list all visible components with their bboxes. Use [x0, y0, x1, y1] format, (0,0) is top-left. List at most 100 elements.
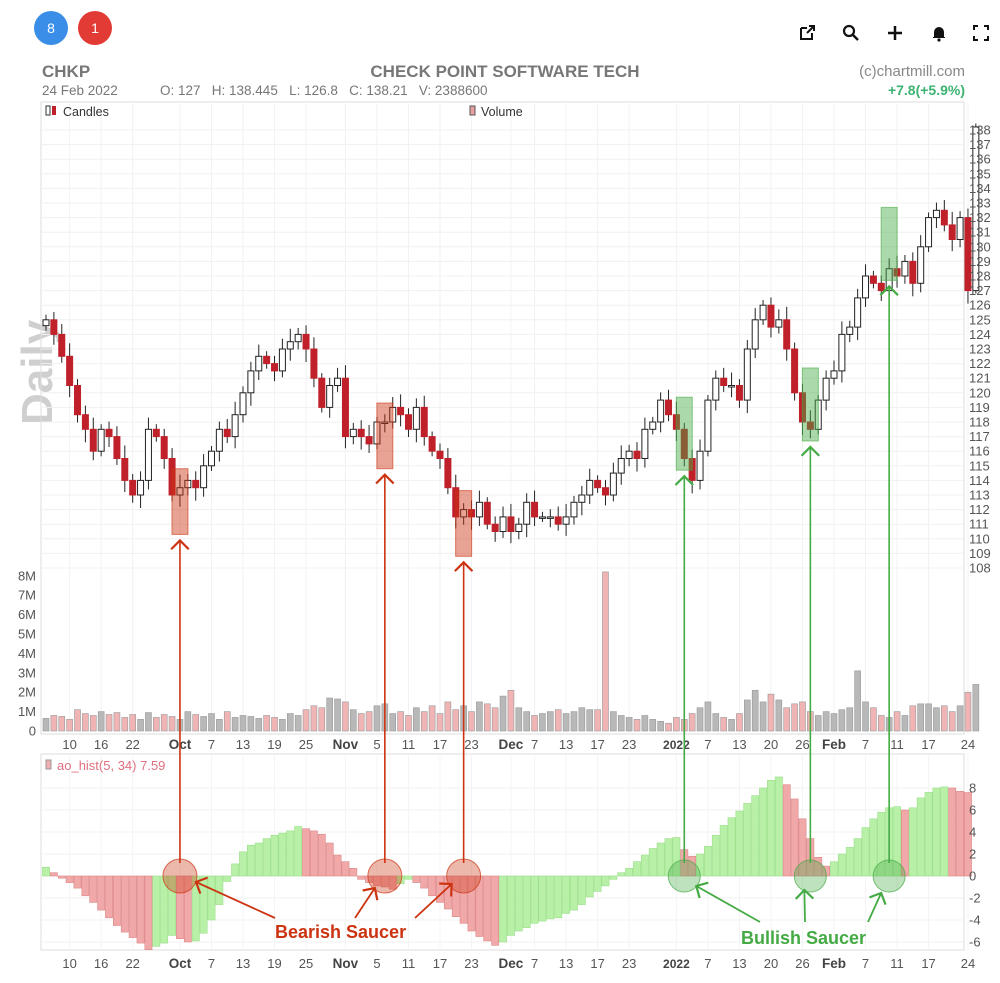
candle — [160, 436, 168, 460]
volume-bar — [767, 693, 775, 732]
candle — [846, 326, 854, 335]
ao-bar — [546, 875, 555, 920]
volume-bar — [302, 709, 310, 732]
candle — [397, 406, 405, 416]
ao-bar — [246, 844, 255, 877]
x-tick: 7 — [862, 956, 869, 971]
volume-bar — [909, 705, 917, 732]
ao-bar — [759, 787, 767, 877]
candle — [318, 377, 326, 408]
candle — [499, 516, 507, 533]
ao-bar — [199, 875, 208, 934]
x-tick: 20 — [764, 956, 778, 971]
price-tick: 117 — [969, 429, 990, 444]
x-tick: Oct — [169, 956, 192, 971]
ao-bar — [940, 786, 949, 877]
candle — [74, 385, 82, 416]
x-tick: 5 — [373, 737, 380, 752]
volume-bar — [342, 701, 349, 732]
volume-bar — [200, 716, 207, 732]
candle — [310, 348, 318, 379]
x-tick: 10 — [62, 956, 76, 971]
x-tick: 19 — [267, 737, 281, 752]
ao-bar — [609, 875, 618, 880]
volume-bar — [783, 707, 791, 732]
volume-bar — [594, 709, 601, 732]
bell-icon — [933, 27, 945, 42]
ao-bar — [711, 834, 720, 877]
candle — [121, 458, 129, 481]
candle — [515, 523, 523, 533]
candle — [420, 406, 428, 438]
ao-histogram — [42, 776, 972, 950]
label-pointer — [354, 886, 379, 919]
alert-button[interactable] — [928, 22, 950, 44]
x-tick: 25 — [299, 737, 313, 752]
notification-badge-blue[interactable]: 8 — [34, 11, 68, 45]
ao-bar — [916, 797, 925, 877]
volume-bar — [160, 714, 168, 732]
ao-bar — [814, 856, 823, 877]
volume-tick: 1M — [18, 704, 36, 719]
volume-bar — [657, 720, 664, 732]
ao-bar — [459, 875, 468, 924]
volume-bar — [925, 703, 932, 732]
volume-bar — [50, 715, 58, 732]
volume-tick: 8M — [18, 568, 36, 583]
price-tick: 114 — [969, 473, 990, 488]
indicator-tick: -4 — [969, 913, 981, 928]
x-tick: 20 — [764, 737, 778, 752]
volume-bar — [318, 707, 326, 732]
candle — [404, 414, 412, 430]
label-pointer — [794, 888, 815, 923]
zoom-button[interactable] — [840, 22, 862, 44]
volume-bar — [523, 711, 530, 732]
price-tick: 110 — [969, 531, 990, 546]
candle — [601, 487, 609, 496]
signal-box — [455, 490, 473, 557]
volume-bar — [255, 718, 263, 732]
candle — [428, 436, 436, 452]
candle — [239, 392, 247, 416]
ao-bar — [790, 798, 799, 877]
ao-bar — [570, 875, 578, 911]
ao-bar — [105, 875, 113, 919]
volume-tick: 4M — [18, 646, 36, 661]
plus-icon — [888, 26, 902, 40]
quote-date: 24 Feb 2022 — [42, 83, 118, 98]
volume-bar — [617, 715, 625, 732]
candle — [728, 385, 736, 388]
candle — [578, 494, 586, 503]
volume-bar — [389, 713, 397, 732]
x-tick: 13 — [559, 956, 573, 971]
volume-bar — [121, 717, 129, 732]
ao-bar — [475, 875, 484, 937]
ao-bar — [412, 875, 421, 883]
notification-badge-red[interactable]: 1 — [78, 11, 112, 45]
open-external-button[interactable] — [796, 22, 818, 44]
x-tick: 13 — [559, 737, 573, 752]
ao-bar — [207, 875, 216, 921]
fullscreen-button[interactable] — [970, 22, 992, 44]
volume-bar — [948, 711, 956, 732]
x-axis-top: 10 16 22 Oct 7 13 19 25 Nov 5 11 17 23 Dec 7 13 17 23 2022… — [62, 737, 975, 752]
legend-candles: Candles — [45, 105, 109, 119]
candle — [349, 428, 357, 438]
price-tick: 120 — [969, 385, 991, 400]
ao-bar — [294, 826, 303, 877]
indicator-tick: 0 — [969, 869, 976, 884]
price-tick: 126 — [969, 298, 991, 313]
saucer-circle — [367, 858, 403, 894]
price-tick: 122 — [969, 356, 991, 371]
x-tick: 7 — [862, 737, 869, 752]
volume-bar — [499, 695, 507, 732]
x-tick: 23 — [464, 737, 478, 752]
ao-bar — [507, 875, 515, 936]
add-button[interactable] — [884, 22, 906, 44]
price-tick: 112 — [969, 502, 990, 517]
volume-bar — [373, 705, 381, 732]
candle — [231, 414, 239, 438]
volume-bar — [137, 719, 144, 732]
ao-bar — [924, 792, 933, 877]
candle — [783, 319, 791, 350]
